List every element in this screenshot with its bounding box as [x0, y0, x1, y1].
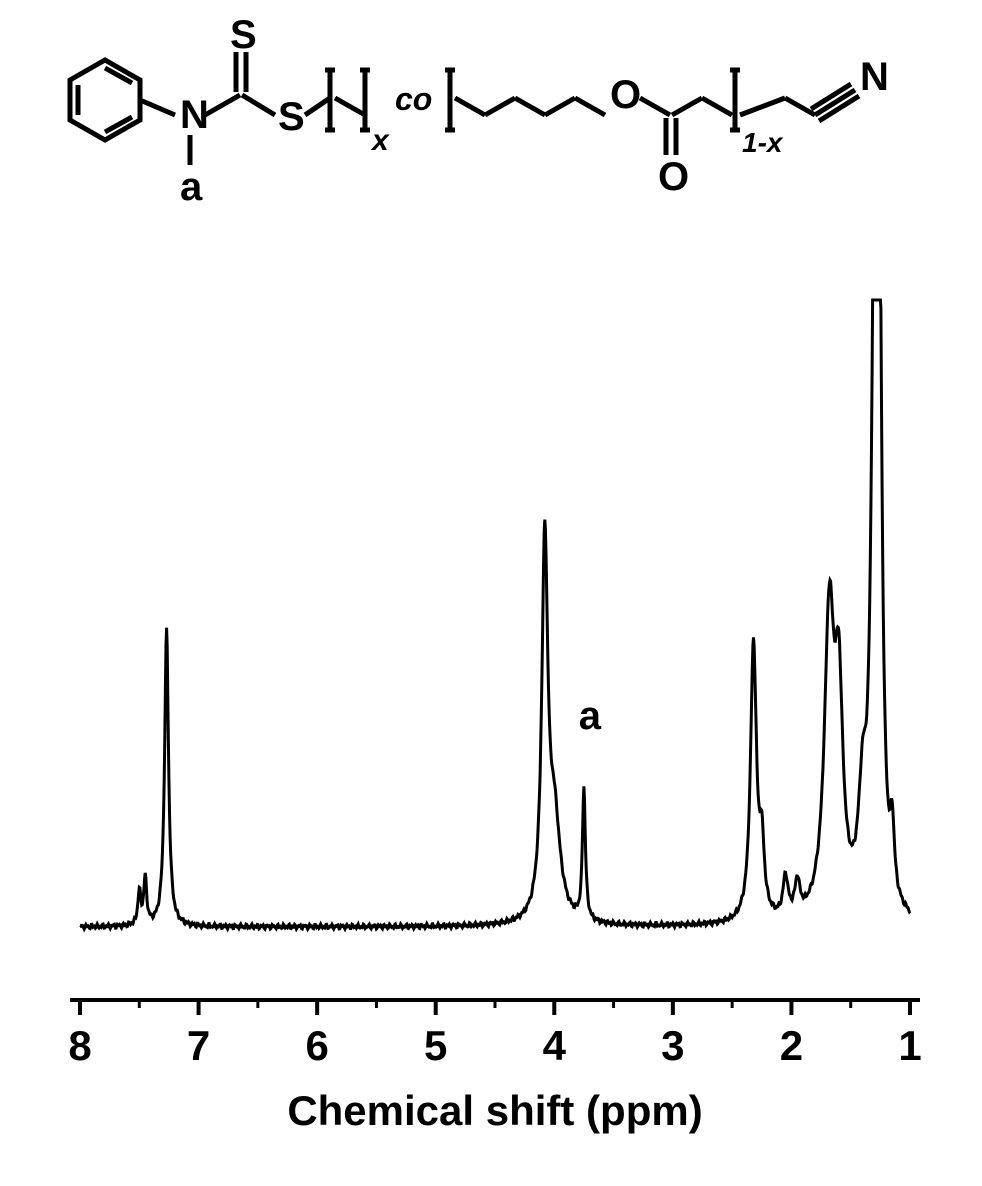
label-co: co: [395, 81, 432, 117]
atom-N: N: [180, 93, 209, 137]
benzene-ring: [70, 60, 140, 140]
x-tick-label: 7: [187, 1022, 210, 1069]
spectrum-x-axis: 8 7 6 5 4 3 2 1: [68, 1000, 921, 1069]
spectrum-plot-area: [80, 300, 910, 929]
atom-S2: S: [278, 95, 305, 139]
spectrum-trace: [80, 300, 910, 929]
bracket-close-2: [730, 70, 740, 130]
x-tick-label: 3: [661, 1022, 684, 1069]
atom-N2: N: [860, 55, 889, 99]
nmr-spectrum-chart: 8 7 6 5 4 3 2 1 Chemical shift (ppm) a: [40, 280, 940, 1150]
atom-S1: S: [230, 20, 257, 57]
label-1mx: 1-x: [742, 127, 784, 158]
x-tick-label: 2: [780, 1022, 803, 1069]
spectrum-svg: 8 7 6 5 4 3 2 1 Chemical shift (ppm) a: [40, 280, 940, 1150]
x-tick-label: 4: [543, 1022, 567, 1069]
structure-svg: N a S S x co: [40, 20, 940, 220]
x-tick-label: 6: [305, 1022, 328, 1069]
peak-annotation-a: a: [579, 694, 602, 738]
x-tick-label: 8: [68, 1022, 91, 1069]
chain-segment: [455, 98, 605, 115]
label-a: a: [180, 165, 203, 209]
atom-O1: O: [610, 73, 641, 117]
x-tick-label: 5: [424, 1022, 447, 1069]
x-axis-label: Chemical shift (ppm): [287, 1087, 702, 1134]
bracket-close-1: [360, 70, 370, 130]
label-x: x: [370, 124, 390, 157]
atom-O2: O: [658, 155, 689, 199]
chemical-structure-diagram: N a S S x co: [40, 20, 940, 220]
x-tick-label: 1: [898, 1022, 921, 1069]
bracket-open-2: [445, 70, 455, 130]
